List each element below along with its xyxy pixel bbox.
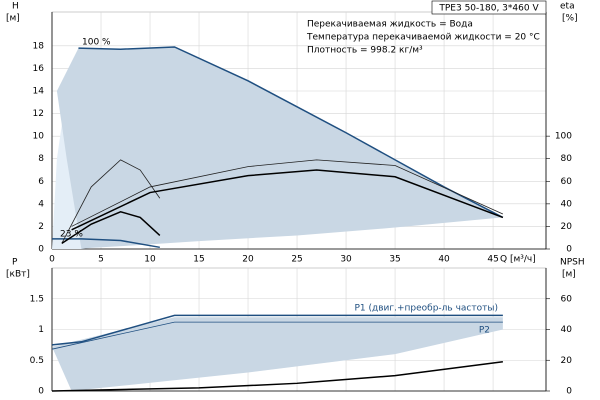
y-label: H [12, 2, 19, 12]
y-tick-label: 1.5 [30, 294, 44, 304]
x-tick-label: 15 [193, 255, 204, 265]
x-tick-label: 20 [242, 255, 254, 265]
note: Перекачиваемая жидкость = Вода [307, 20, 473, 30]
curve [52, 238, 160, 249]
y-tick-label: 8 [38, 154, 44, 164]
curve [61, 159, 161, 244]
y2-label: NPSH [560, 258, 585, 268]
y-label: P [12, 258, 18, 268]
y-tick-label: 1 [38, 325, 44, 335]
y-tick-label: 0.5 [30, 356, 44, 366]
y-unit: [кВт] [6, 270, 30, 280]
curve [51, 361, 503, 392]
y-tick-label: 4 [38, 199, 44, 209]
curve [78, 46, 504, 219]
y-tick-label: 18 [33, 41, 45, 51]
curve-label: P1 (двиг.+преобр-ль частоты) [355, 304, 499, 314]
x-tick-label: 35 [389, 255, 400, 265]
operating-range [56, 46, 503, 249]
curve [71, 169, 504, 231]
y2-tick-label: 0 [566, 387, 572, 397]
y-tick-label: 10 [33, 132, 45, 142]
x-tick-label: 5 [98, 255, 104, 265]
y-tick-label: 12 [33, 109, 44, 119]
y2-tick-label: 20 [561, 222, 573, 232]
y-tick-label: 2 [38, 222, 44, 232]
curve [51, 321, 503, 350]
x-tick-label: 30 [340, 255, 352, 265]
y2-label: eta [560, 2, 575, 12]
title-box [431, 0, 547, 15]
y2-tick-label: 40 [561, 325, 573, 335]
y2-tick-label: 80 [561, 154, 573, 164]
y2-tick-label: 40 [561, 199, 573, 209]
curve [51, 314, 503, 346]
note: Температура перекачиваемой жидкости = 20… [306, 33, 540, 43]
y2-tick-label: 60 [561, 294, 573, 304]
y-tick-label: 14 [33, 87, 45, 97]
x-tick-label: 45 [487, 255, 498, 265]
x-tick-label: 40 [438, 255, 450, 265]
y2-tick-label: 0 [566, 245, 572, 255]
y2-tick-label: 100 [555, 132, 572, 142]
y2-unit: [%] [562, 14, 578, 24]
curve [71, 159, 504, 227]
note: Плотность = 998.2 кг/м³ [307, 46, 423, 56]
y-tick-label: 6 [38, 177, 44, 187]
y-tick-label: 0 [38, 245, 44, 255]
chart-title: TPE3 50-180, 3*460 V [438, 4, 539, 14]
y-tick-label: 0 [38, 387, 44, 397]
x-tick-label: 0 [49, 255, 55, 265]
curve [61, 210, 161, 244]
y-unit: [м] [6, 14, 20, 24]
x-tick-label: 10 [144, 255, 156, 265]
y2-tick-label: 60 [561, 177, 573, 187]
annotation: 100 % [82, 38, 111, 48]
y-tick-label: 16 [33, 64, 45, 74]
curve-label: P2 [479, 326, 490, 336]
operating-range [52, 317, 503, 391]
y2-tick-label: 20 [561, 356, 573, 366]
annotation: 23 % [60, 230, 83, 240]
x-tick-label: 25 [291, 255, 302, 265]
y2-unit: [м] [562, 270, 576, 280]
x-label: Q [м³/ч] [500, 255, 536, 265]
